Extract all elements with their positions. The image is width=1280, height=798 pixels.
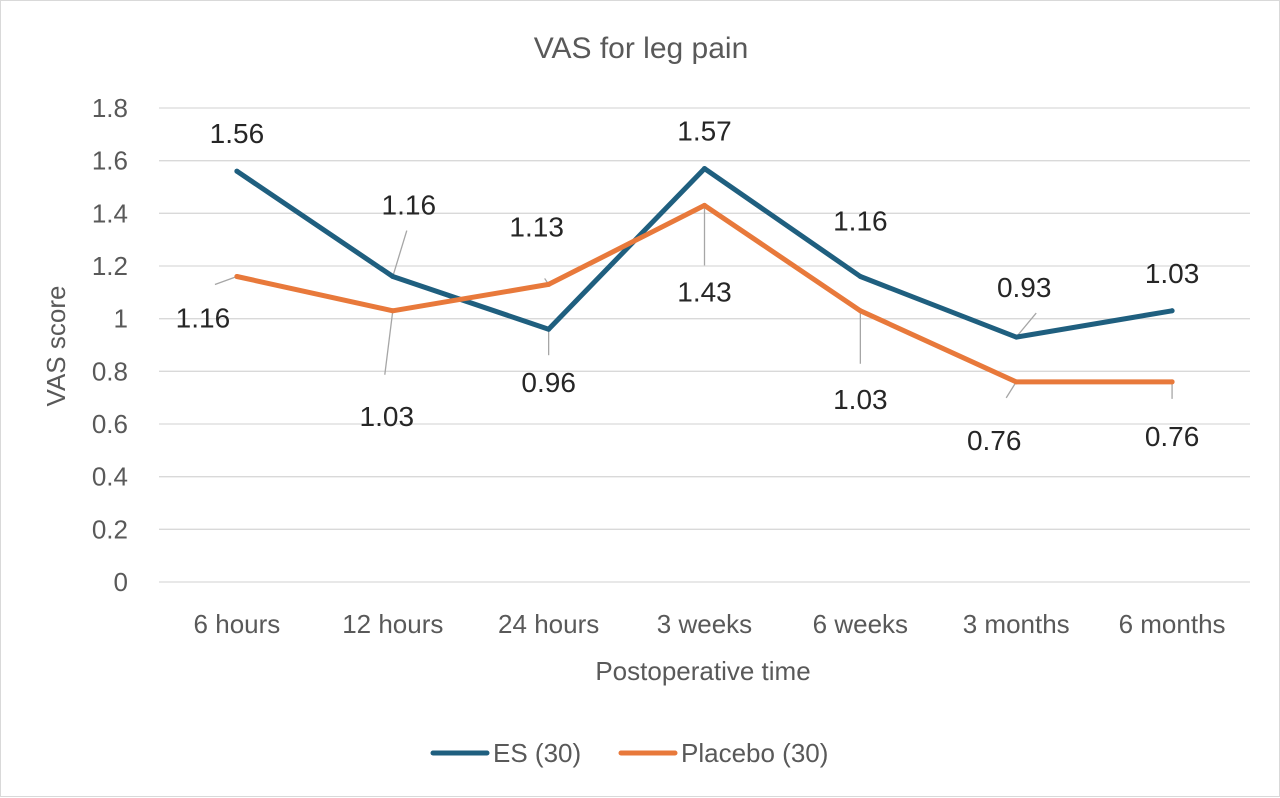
- data-point: [1013, 334, 1019, 340]
- data-label-leader: [384, 310, 394, 375]
- y-tick-label: 1.8: [92, 93, 128, 123]
- data-label: 1.16: [833, 206, 888, 237]
- gridlines: [159, 107, 1250, 583]
- data-point: [702, 166, 707, 172]
- y-axis-title: VAS score: [41, 286, 71, 407]
- data-point: [857, 308, 863, 314]
- x-axis-ticks: 6 hours 12 hours 24 hours 3 weeks 6 weeks 3 m…: [194, 609, 1226, 639]
- y-tick-label: 0.2: [92, 514, 128, 544]
- y-tick-label: 1.6: [92, 146, 128, 176]
- data-label-leader: [1005, 381, 1017, 399]
- y-tick-label: 0: [114, 567, 128, 597]
- data-label: 1.03: [1145, 258, 1200, 289]
- data-point: [234, 168, 240, 174]
- x-tick-label: 6 months: [1119, 609, 1226, 639]
- data-label-leader: [214, 275, 238, 286]
- legend-label: Placebo (30): [681, 738, 828, 768]
- data-point: [390, 308, 396, 314]
- data-label-leader: [1015, 312, 1037, 338]
- y-tick-label: 1: [114, 304, 128, 334]
- y-axis-ticks: 0 0.2 0.4 0.6 0.8 1 1.2 1.4 1.6 1.8: [92, 93, 128, 597]
- legend-label: ES (30): [493, 738, 581, 768]
- legend: ES (30) Placebo (30): [430, 738, 828, 768]
- x-axis-title: Postoperative time: [595, 656, 810, 686]
- data-point: [390, 274, 396, 280]
- data-label: 1.56: [210, 118, 265, 149]
- x-tick-label: 12 hours: [342, 609, 443, 639]
- y-tick-label: 0.4: [92, 462, 128, 492]
- data-label: 0.96: [521, 367, 576, 398]
- series-lines: [234, 166, 1175, 385]
- data-label: 1.57: [677, 116, 732, 147]
- x-tick-label: 3 weeks: [657, 609, 752, 639]
- data-labels: 1.56 1.16 0.96 1.57 1.16 0.93 1.03 1.16 1.03 1.13…: [176, 116, 1200, 456]
- data-point: [857, 274, 863, 280]
- data-label: 0.76: [1145, 421, 1200, 452]
- x-tick-label: 24 hours: [498, 609, 599, 639]
- data-point: [234, 274, 240, 280]
- data-point: [1169, 308, 1175, 314]
- chart-title: VAS for leg pain: [534, 32, 749, 65]
- y-tick-label: 1.2: [92, 251, 128, 281]
- data-point: [702, 202, 707, 208]
- y-tick-label: 0.8: [92, 356, 128, 386]
- y-tick-label: 1.4: [92, 198, 128, 228]
- data-label: 0.93: [997, 272, 1052, 303]
- data-label: 0.76: [967, 425, 1022, 456]
- data-label: 1.43: [677, 276, 732, 307]
- data-label: 1.03: [360, 401, 415, 432]
- data-point: [546, 281, 552, 287]
- data-label: 1.16: [382, 190, 437, 221]
- data-label: 1.03: [833, 384, 888, 415]
- data-point: [546, 326, 552, 332]
- x-tick-label: 3 months: [963, 609, 1070, 639]
- data-point: [1013, 379, 1019, 385]
- y-tick-label: 0.6: [92, 409, 128, 439]
- data-point: [1169, 379, 1175, 385]
- data-label: 1.13: [509, 211, 564, 242]
- data-label-leader: [392, 230, 408, 277]
- x-tick-label: 6 weeks: [813, 609, 908, 639]
- x-tick-label: 6 hours: [194, 609, 281, 639]
- data-label: 1.16: [176, 303, 231, 334]
- data-label-leaders: [214, 205, 1173, 399]
